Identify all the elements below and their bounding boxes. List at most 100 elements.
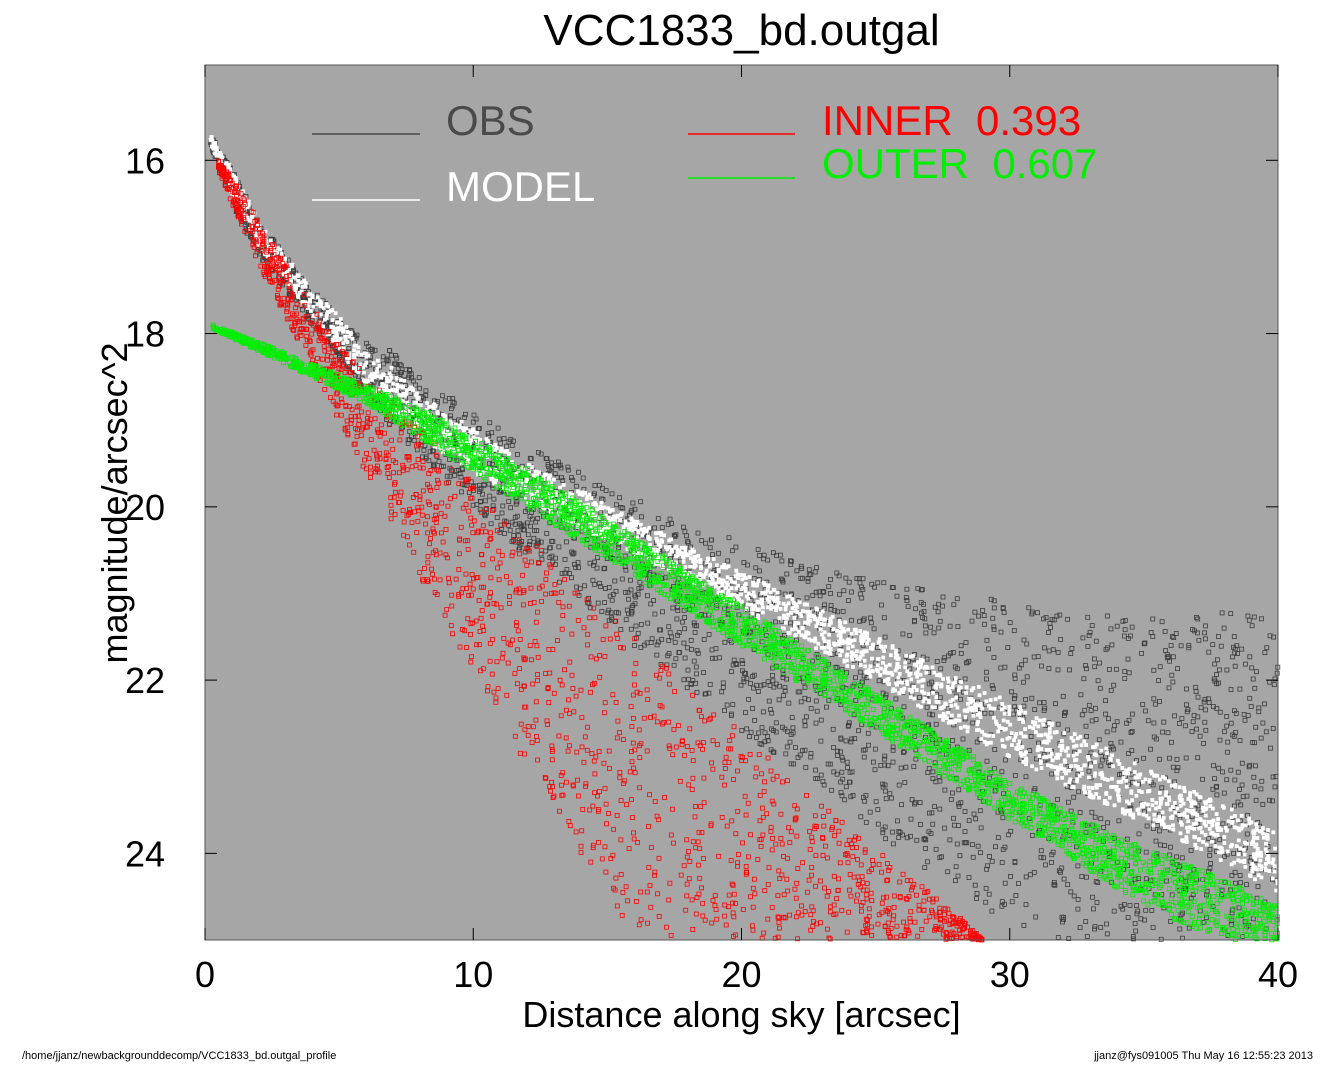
point-model — [755, 600, 760, 605]
point-model — [1124, 784, 1129, 789]
point-obs — [929, 810, 935, 816]
point-obs — [600, 485, 605, 491]
point-model — [976, 685, 981, 689]
point-obs — [987, 854, 992, 859]
point-obs — [875, 821, 881, 827]
point-model — [1133, 775, 1138, 780]
point-model — [1044, 748, 1049, 752]
point-model — [850, 657, 855, 662]
point-model — [1274, 888, 1279, 893]
point-model — [1198, 795, 1203, 800]
point-obs — [843, 738, 849, 744]
point-model — [651, 547, 656, 552]
point-model — [1023, 727, 1027, 731]
point-model — [916, 660, 920, 664]
point-obs — [883, 836, 888, 842]
point-model — [1158, 796, 1163, 801]
point-obs — [898, 765, 904, 771]
point-model — [785, 594, 790, 599]
point-model — [1264, 832, 1269, 837]
point-model — [1060, 775, 1065, 780]
point-model — [950, 713, 954, 718]
point-obs — [1212, 661, 1218, 667]
point-model — [332, 335, 337, 339]
point-model — [321, 324, 326, 329]
point-model — [1188, 791, 1192, 795]
point-model — [399, 393, 404, 398]
point-model — [1214, 812, 1219, 816]
point-obs — [1270, 798, 1275, 804]
point-model — [341, 341, 346, 346]
point-obs — [1208, 861, 1213, 866]
point-obs — [430, 463, 436, 469]
point-model — [977, 693, 982, 698]
point-model — [290, 264, 294, 269]
point-model — [390, 387, 395, 392]
point-model — [845, 664, 850, 668]
point-model — [734, 586, 739, 591]
point-model — [956, 688, 961, 693]
point-obs — [741, 676, 747, 682]
point-model — [790, 597, 795, 601]
point-model — [845, 652, 850, 657]
point-model — [963, 715, 968, 719]
point-obs — [511, 533, 517, 538]
point-model — [613, 517, 617, 522]
point-model — [344, 324, 349, 329]
point-model — [608, 518, 612, 523]
point-model — [688, 564, 693, 569]
point-model — [980, 729, 984, 734]
point-model — [1178, 831, 1183, 836]
scatter-points — [208, 134, 1281, 943]
point-obs — [837, 591, 842, 597]
point-model — [1023, 710, 1028, 715]
point-model — [684, 552, 689, 557]
point-model — [1225, 849, 1230, 854]
point-model — [924, 670, 929, 675]
point-model — [214, 152, 219, 157]
point-model — [1050, 758, 1055, 763]
point-model — [806, 614, 811, 619]
point-obs — [1237, 873, 1243, 878]
point-model — [739, 587, 744, 592]
point-model — [985, 733, 989, 738]
point-obs — [930, 712, 935, 718]
point-obs — [982, 621, 987, 627]
point-obs — [1195, 755, 1201, 761]
point-model — [1075, 752, 1079, 756]
point-model — [346, 360, 351, 365]
point-model — [964, 690, 968, 695]
point-model — [341, 329, 346, 334]
point-model — [798, 611, 802, 616]
point-model — [925, 665, 930, 670]
point-model — [914, 663, 919, 668]
point-model — [1093, 760, 1097, 764]
point-model — [756, 616, 761, 620]
point-model — [1207, 827, 1212, 831]
point-obs — [638, 622, 644, 627]
point-obs — [1164, 878, 1169, 884]
point-obs — [984, 637, 990, 643]
point-model — [698, 572, 702, 576]
point-obs — [761, 709, 766, 715]
point-model — [397, 384, 402, 389]
point-model — [1200, 830, 1204, 835]
point-model — [318, 299, 323, 304]
point-model — [654, 531, 658, 536]
point-model — [767, 595, 771, 600]
point-model — [1252, 836, 1256, 840]
point-model — [594, 502, 598, 507]
point-model — [852, 638, 857, 643]
point-model — [751, 607, 756, 612]
point-model — [1253, 877, 1257, 882]
point-obs — [1186, 925, 1192, 931]
point-model — [1249, 820, 1254, 825]
point-obs — [896, 782, 902, 788]
point-model — [435, 411, 440, 416]
point-model — [1160, 819, 1165, 823]
point-obs — [1043, 615, 1049, 620]
point-obs — [838, 749, 843, 755]
point-model — [818, 627, 823, 632]
point-obs — [480, 491, 485, 497]
point-model — [934, 695, 939, 699]
